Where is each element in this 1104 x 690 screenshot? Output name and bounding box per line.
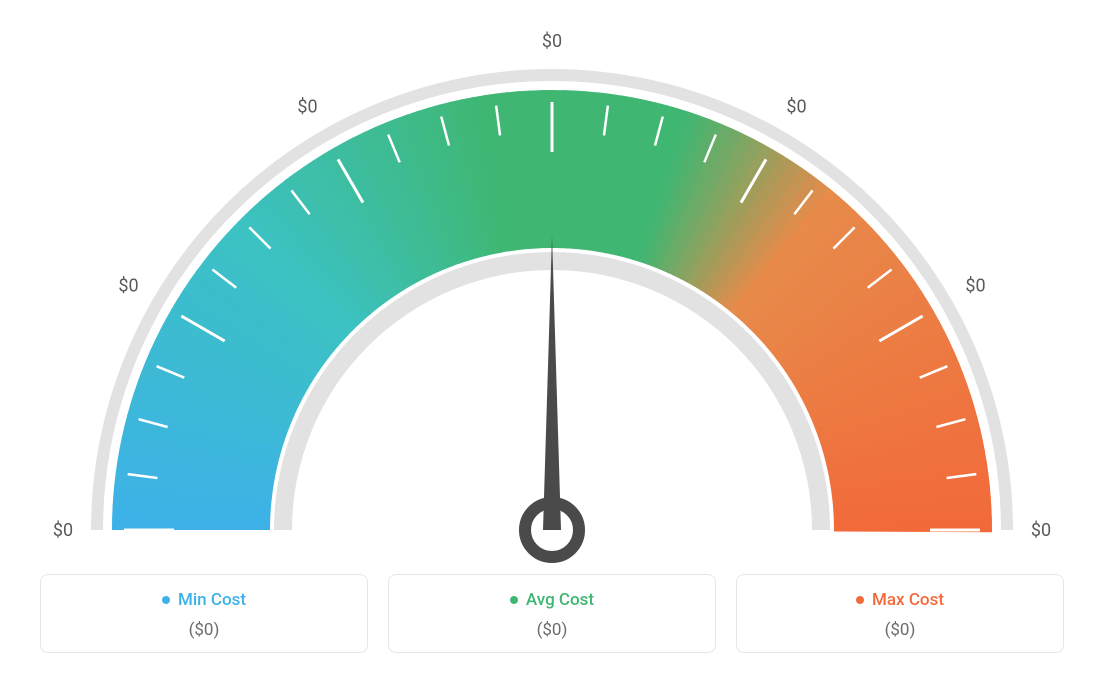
legend-label-avg: Avg Cost: [510, 590, 594, 610]
legend-value-max: ($0): [747, 620, 1053, 640]
svg-text:$0: $0: [297, 97, 317, 118]
legend-label-max: Max Cost: [856, 590, 944, 610]
legend-value-min: ($0): [51, 620, 357, 640]
svg-text:$0: $0: [118, 276, 138, 297]
svg-text:$0: $0: [542, 31, 562, 52]
legend-card-min: Min Cost ($0): [40, 574, 368, 653]
svg-text:$0: $0: [786, 97, 806, 118]
gauge-chart: $0 $0 $0 $0 $0 $0 $0: [30, 10, 1074, 570]
legend-row: Min Cost ($0) Avg Cost ($0) Max Cost ($0…: [30, 574, 1074, 653]
legend-card-avg: Avg Cost ($0): [388, 574, 716, 653]
dot-icon: [510, 596, 518, 604]
cost-gauge-widget: $0 $0 $0 $0 $0 $0 $0 Min Cost ($0) Avg Cost ($…: [0, 0, 1104, 690]
svg-text:$0: $0: [1031, 520, 1051, 541]
legend-label-text: Min Cost: [178, 590, 246, 610]
legend-card-max: Max Cost ($0): [736, 574, 1064, 653]
dot-icon: [856, 596, 864, 604]
legend-label-min: Min Cost: [162, 590, 246, 610]
svg-text:$0: $0: [965, 276, 985, 297]
legend-value-avg: ($0): [399, 620, 705, 640]
dot-icon: [162, 596, 170, 604]
svg-text:$0: $0: [53, 520, 73, 541]
legend-label-text: Avg Cost: [526, 590, 594, 610]
gauge-svg: $0 $0 $0 $0 $0 $0 $0: [30, 10, 1074, 570]
legend-label-text: Max Cost: [872, 590, 944, 610]
